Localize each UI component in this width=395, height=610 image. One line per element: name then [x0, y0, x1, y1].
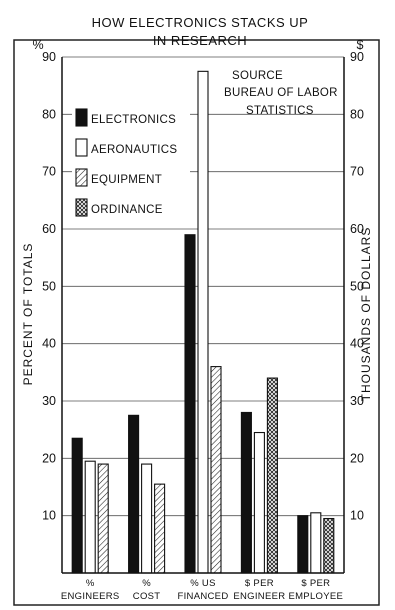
right-tick-label: 60 — [350, 222, 364, 236]
left-tick-label: 30 — [42, 394, 56, 408]
legend-background — [72, 166, 190, 188]
right-tick-label: 50 — [350, 279, 364, 293]
left-tick-label: 90 — [42, 50, 56, 64]
bar-aeronautics — [253, 431, 265, 574]
left-tick-label: 60 — [42, 222, 56, 236]
right-unit-label: $ — [357, 38, 364, 52]
bar-electronics — [128, 414, 140, 574]
left-tick-label: 50 — [42, 279, 56, 293]
chart-frame — [13, 39, 380, 606]
category-label-top: $ PER — [301, 578, 330, 589]
category-label-top: $ PER — [245, 578, 274, 589]
bar-aeronautics — [197, 70, 209, 574]
bar-ordinance — [323, 517, 335, 574]
bar-aeronautics — [310, 512, 322, 574]
left-tick-label: 80 — [42, 107, 56, 121]
right-axis-title: THOUSANDS OF DOLLARS — [359, 227, 373, 402]
chart-title-line-1: HOW ELECTRONICS STACKS UP — [92, 15, 309, 30]
left-axis-title: PERCENT OF TOTALS — [21, 243, 35, 386]
bar-equipment — [210, 366, 222, 574]
category-label-top: % — [142, 578, 151, 589]
legend-swatch-equipment — [75, 168, 88, 187]
right-tick-label: 20 — [350, 451, 364, 465]
chart-title-line-2: IN RESEARCH — [153, 33, 247, 48]
bar-electronics — [71, 437, 83, 574]
bar-equipment — [154, 483, 166, 574]
bar-ordinance — [266, 377, 278, 574]
category-label-bottom: EMPLOYEE — [288, 591, 343, 602]
bar-aeronautics — [141, 463, 153, 574]
legend-swatch-aeronautics — [75, 138, 88, 157]
legend-label-ordinance: ORDINANCE — [91, 204, 163, 216]
category-label-bottom: ENGINEER — [233, 591, 285, 602]
legend-label-aeronautics: AERONAUTICS — [91, 144, 177, 156]
category-label-bottom: ENGINEERS — [61, 591, 120, 602]
legend-background — [72, 136, 190, 158]
right-tick-label: 40 — [350, 337, 364, 351]
bar-electronics — [184, 234, 196, 574]
source-line-1: SOURCE — [232, 70, 283, 82]
legend-swatch-electronics — [75, 108, 88, 127]
legend-background — [72, 106, 190, 128]
legend-label-electronics: ELECTRONICS — [91, 114, 176, 126]
source-line-3: STATISTICS — [246, 105, 314, 117]
category-label-bottom: FINANCED — [178, 591, 229, 602]
right-tick-label: 10 — [350, 509, 364, 523]
source-line-2: BUREAU OF LABOR — [224, 87, 338, 99]
bar-aeronautics — [84, 460, 96, 574]
category-label-top: % — [86, 578, 95, 589]
bar-electronics — [297, 515, 309, 574]
category-label-bottom: COST — [133, 591, 161, 602]
legend-background — [72, 196, 190, 218]
category-label-top: % US — [190, 578, 215, 589]
bar-equipment — [97, 463, 109, 574]
right-tick-label: 70 — [350, 165, 364, 179]
left-tick-label: 20 — [42, 451, 56, 465]
right-tick-label: 30 — [350, 394, 364, 408]
bar-electronics — [240, 411, 252, 574]
left-tick-label: 70 — [42, 165, 56, 179]
legend-swatch-ordinance — [75, 198, 88, 217]
left-unit-label: % — [32, 38, 43, 52]
left-tick-label: 40 — [42, 337, 56, 351]
right-tick-label: 90 — [350, 50, 364, 64]
right-tick-label: 80 — [350, 107, 364, 121]
legend-label-equipment: EQUIPMENT — [91, 174, 162, 186]
left-tick-label: 10 — [42, 509, 56, 523]
